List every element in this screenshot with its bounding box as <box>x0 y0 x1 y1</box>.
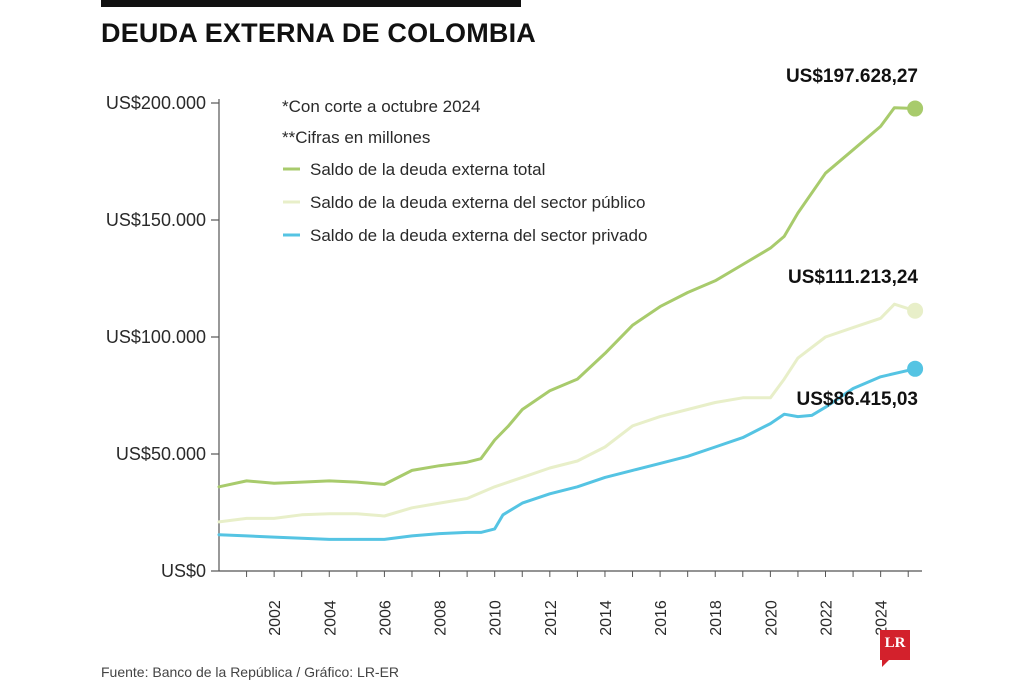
end-point-private <box>907 360 924 377</box>
legend-label-total: Saldo de la deuda externa total <box>310 160 545 179</box>
end-value-label-public: US$111.213,24 <box>788 267 918 288</box>
y-tick-label: US$200.000 <box>106 93 206 113</box>
series-line-private <box>217 367 917 541</box>
lr-logo-text: LR <box>884 635 906 651</box>
x-tick-label: 2008 <box>433 600 450 636</box>
series-line-total <box>217 106 917 489</box>
y-tick-label: US$100.000 <box>106 327 206 347</box>
x-tick-label: 2024 <box>874 600 891 636</box>
y-tick-label: US$150.000 <box>106 210 206 230</box>
chart-note: **Cifras en millones <box>282 128 430 147</box>
x-tick-label: 2020 <box>763 600 780 636</box>
x-tick-label: 2016 <box>653 600 670 636</box>
end-point-public <box>907 302 924 319</box>
x-tick-label: 2014 <box>598 600 615 636</box>
end-value-label-private: US$86.415,03 <box>797 389 919 410</box>
legend-label-public: Saldo de la deuda externa del sector púb… <box>310 193 646 212</box>
end-point-total <box>907 100 924 117</box>
chart-title: DEUDA EXTERNA DE COLOMBIA <box>101 18 537 48</box>
series-line-public <box>217 302 917 524</box>
chart-note: *Con corte a octubre 2024 <box>282 97 480 116</box>
x-tick-label: 2022 <box>819 600 836 636</box>
end-value-label-total: US$197.628,27 <box>786 66 918 87</box>
x-tick-label: 2018 <box>708 600 725 636</box>
title-rule <box>101 0 521 7</box>
x-tick-label: 2010 <box>488 600 505 636</box>
source-footer: Fuente: Banco de la República / Gráfico:… <box>101 664 400 680</box>
x-tick-label: 2012 <box>543 600 560 636</box>
x-tick-label: 2002 <box>267 600 284 636</box>
legend-label-private: Saldo de la deuda externa del sector pri… <box>310 226 647 245</box>
y-tick-label: US$50.000 <box>116 444 206 464</box>
y-tick-label: US$0 <box>161 561 206 581</box>
x-tick-label: 2004 <box>322 600 339 636</box>
x-tick-label: 2006 <box>377 600 394 636</box>
lr-logo: LR <box>880 630 910 667</box>
